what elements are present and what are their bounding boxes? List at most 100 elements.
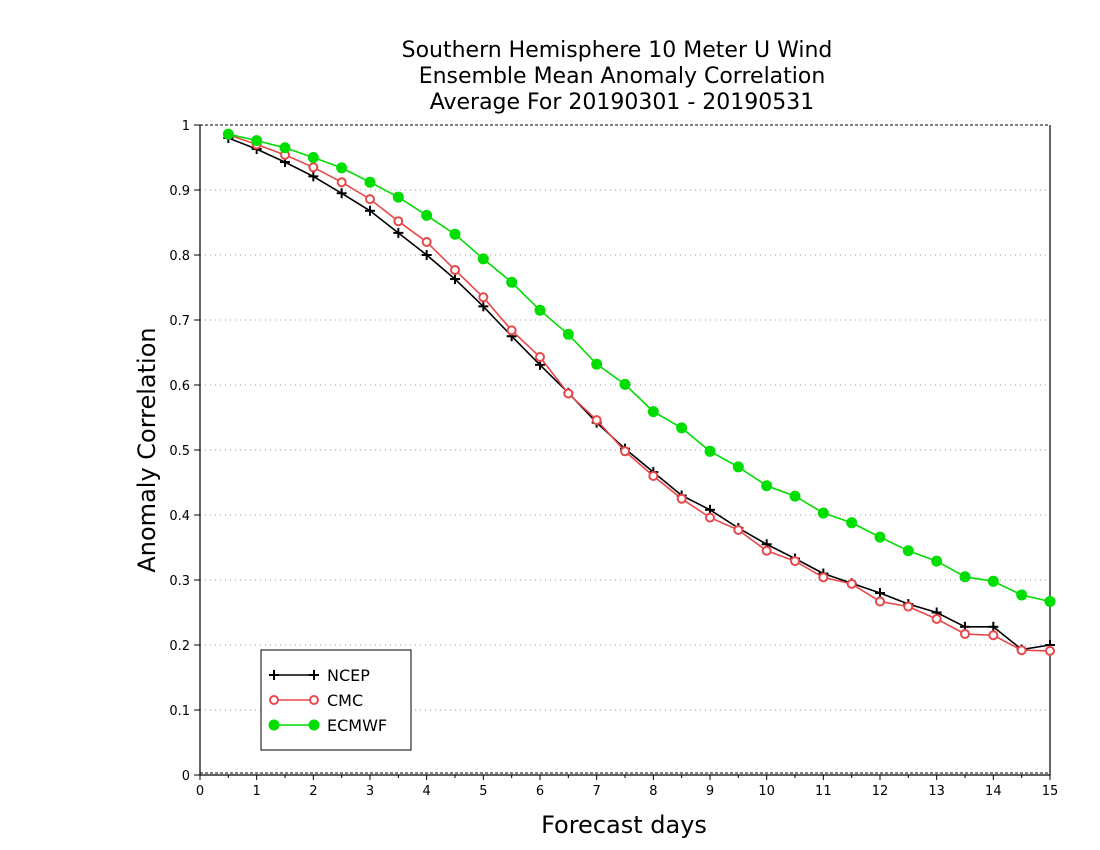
x-tick-label: 1 bbox=[253, 784, 261, 799]
ecmwf-line bbox=[228, 133, 1051, 603]
cmc-point bbox=[818, 572, 829, 583]
x-tick-label: 11 bbox=[815, 784, 832, 799]
ecmwf-point bbox=[449, 228, 461, 240]
x-axis-title: Forecast days bbox=[541, 811, 707, 839]
legend-marker-ecmwf bbox=[308, 719, 320, 731]
series-ecmwf bbox=[222, 128, 1056, 607]
ecmwf-point bbox=[421, 209, 433, 221]
cmc-point bbox=[988, 630, 999, 641]
y-tick-label: 0.1 bbox=[169, 704, 190, 719]
chart-title-line-2: Ensemble Mean Anomaly Correlation bbox=[419, 64, 826, 89]
ecmwf-point bbox=[534, 304, 546, 316]
y-tick-label: 0.6 bbox=[169, 379, 190, 394]
y-tick-label: 0.9 bbox=[169, 184, 190, 199]
series-ncep bbox=[223, 133, 1055, 655]
x-tick-label: 10 bbox=[758, 784, 775, 799]
ncep-point bbox=[365, 205, 375, 216]
x-tick-label: 13 bbox=[928, 784, 945, 799]
ecmwf-point bbox=[846, 517, 858, 529]
ecmwf-point bbox=[392, 191, 404, 203]
chart-title-line-1: Southern Hemisphere 10 Meter U Wind bbox=[402, 38, 833, 63]
chart-title: Southern Hemisphere 10 Meter U Wind Ense… bbox=[402, 38, 833, 115]
y-tick-label: 0.5 bbox=[169, 444, 190, 459]
ecmwf-point bbox=[789, 490, 801, 502]
legend-marker-ncep bbox=[269, 670, 279, 680]
cmc-point bbox=[960, 628, 970, 639]
x-tick-label: 7 bbox=[593, 784, 601, 799]
cmc-line bbox=[228, 134, 1051, 652]
cmc-point bbox=[875, 596, 885, 607]
x-tick-label: 15 bbox=[1042, 784, 1059, 799]
cmc-point bbox=[1016, 645, 1027, 656]
y-tick-label: 1 bbox=[182, 119, 190, 134]
ecmwf-point bbox=[336, 162, 348, 174]
ncep-point bbox=[336, 188, 347, 199]
cmc-point bbox=[903, 601, 914, 612]
legend-label-ecmwf: ECMWF bbox=[327, 716, 387, 735]
chart-title-line-3: Average For 20190301 - 20190531 bbox=[430, 90, 815, 115]
ncep-point bbox=[988, 621, 999, 632]
x-tick-label: 6 bbox=[536, 784, 544, 799]
ecmwf-point bbox=[619, 378, 631, 390]
legend-marker-ecmwf bbox=[268, 719, 280, 731]
ecmwf-point bbox=[364, 176, 376, 188]
legend-label-cmc: CMC bbox=[327, 691, 363, 710]
legend: NCEP CMC ECMWF bbox=[260, 649, 412, 751]
legend-marker-cmc bbox=[309, 695, 319, 705]
x-tick-label: 5 bbox=[479, 784, 487, 799]
ecmwf-point bbox=[676, 422, 688, 434]
cmc-point bbox=[478, 292, 489, 303]
ecmwf-point bbox=[477, 253, 489, 265]
ncep-point bbox=[478, 301, 489, 312]
y-tick-label: 0.7 bbox=[169, 314, 190, 329]
x-tick-label: 9 bbox=[706, 784, 714, 799]
legend-marker-ncep bbox=[309, 670, 319, 680]
data-series bbox=[222, 128, 1056, 656]
ecmwf-point bbox=[1016, 589, 1028, 601]
cmc-point bbox=[506, 325, 517, 336]
legend-marker-cmc bbox=[269, 695, 279, 705]
ncep-line bbox=[228, 137, 1051, 651]
ecmwf-point bbox=[704, 445, 716, 457]
x-tick-label: 0 bbox=[196, 784, 204, 799]
ecmwf-point bbox=[761, 480, 773, 492]
cmc-point bbox=[393, 216, 404, 227]
ecmwf-point bbox=[902, 545, 914, 557]
ecmwf-point bbox=[931, 555, 943, 567]
legend-entry-ecmwf: ECMWF bbox=[268, 716, 387, 735]
ecmwf-point bbox=[279, 142, 291, 154]
cmc-point bbox=[648, 471, 659, 481]
ecmwf-point bbox=[1044, 595, 1056, 607]
cmc-point bbox=[563, 388, 574, 399]
ecmwf-point bbox=[647, 406, 659, 418]
cmc-point bbox=[733, 524, 744, 535]
cmc-point bbox=[450, 264, 460, 275]
ncep-point bbox=[421, 250, 432, 260]
ecmwf-point bbox=[506, 276, 518, 288]
ncep-point bbox=[450, 274, 460, 285]
x-tick-label: 4 bbox=[423, 784, 431, 799]
ncep-point bbox=[393, 227, 404, 238]
legend-entry-ncep: NCEP bbox=[269, 666, 370, 685]
cmc-point bbox=[365, 194, 375, 205]
ecmwf-point bbox=[562, 328, 574, 340]
ecmwf-point bbox=[307, 152, 319, 163]
series-cmc bbox=[223, 129, 1055, 656]
cmc-point bbox=[761, 545, 772, 556]
cmc-point bbox=[336, 177, 347, 188]
y-tick-label: 0.3 bbox=[169, 574, 190, 589]
axis-ticks: 0 1 2 3 4 5 6 7 8 9 10 11 12 13 14 1500.10.20.30.40.50.… bbox=[169, 119, 1058, 799]
y-tick-label: 0.2 bbox=[169, 639, 190, 654]
legend-label-ncep: NCEP bbox=[327, 666, 370, 685]
y-tick-label: 0.8 bbox=[169, 249, 190, 264]
y-axis-title: Anomaly Correlation bbox=[133, 327, 161, 572]
y-tick-label: 0.4 bbox=[169, 509, 190, 524]
ecmwf-point bbox=[987, 575, 999, 587]
x-tick-label: 12 bbox=[872, 784, 889, 799]
x-tick-label: 14 bbox=[985, 784, 1002, 799]
cmc-point bbox=[620, 446, 630, 457]
ecmwf-point bbox=[591, 358, 603, 370]
cmc-point bbox=[931, 614, 942, 624]
cmc-point bbox=[705, 512, 715, 523]
